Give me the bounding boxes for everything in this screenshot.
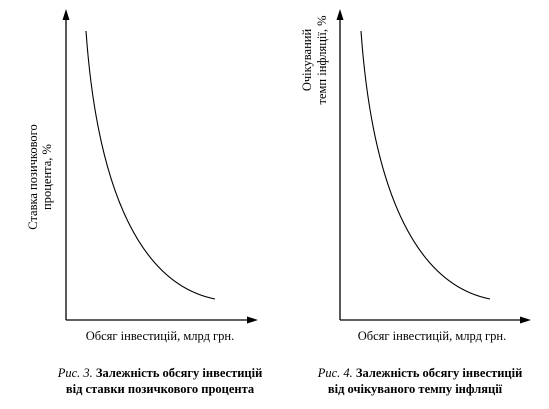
caption-left-prefix: Рис. 3. — [57, 366, 93, 380]
caption-left-line2: від ставки позичкового процента — [66, 382, 255, 396]
x-axis-label-left: Обсяг інвестицій, млрд грн. — [86, 329, 235, 343]
caption-right-prefix: Рис. 4. — [317, 366, 353, 380]
caption-right-line2: від очікуваного темпу інфляції — [328, 382, 503, 396]
caption-right-title: Залежність обсягу інвестицій — [356, 366, 522, 380]
chart-left: Ставка позичкового процента, % Обсяг інв… — [26, 9, 262, 396]
y-axis-label-left-line2: процента, % — [40, 144, 54, 210]
x-axis-label-right: Обсяг інвестицій, млрд грн. — [358, 329, 507, 343]
y-axis-label-right-line1: Очікуваний — [300, 29, 314, 92]
series-line-right — [360, 30, 491, 300]
y-axis-label-right-line2: темп інфляції, % — [315, 16, 329, 105]
y-axis-arrow-left — [62, 9, 70, 20]
x-axis-arrow-left — [247, 316, 258, 324]
caption-left-line1: Рис. 3. Залежність обсягу інвестицій — [57, 366, 263, 380]
series-line-left — [85, 30, 216, 300]
y-axis-label-left-line1: Ставка позичкового — [26, 124, 40, 229]
caption-left-title: Залежність обсягу інвестицій — [96, 366, 262, 380]
chart-right: Очікуваний темп інфляції, % Обсяг інвест… — [300, 9, 531, 396]
caption-right-line1: Рис. 4. Залежність обсягу інвестицій — [317, 366, 523, 380]
y-axis-arrow-right — [336, 9, 344, 20]
x-axis-arrow-right — [520, 316, 531, 324]
